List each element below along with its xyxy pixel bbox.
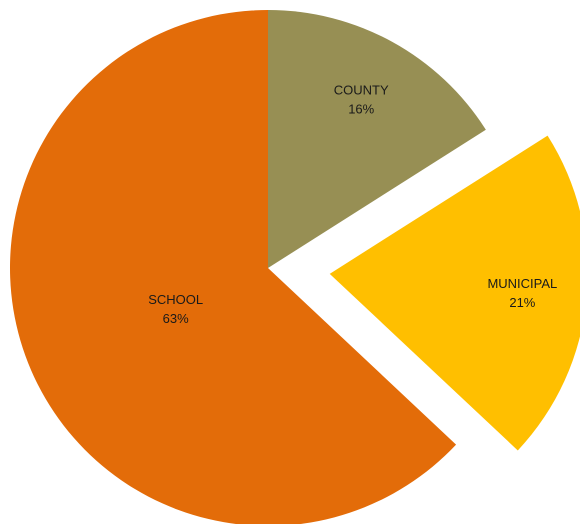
- slice-percent-school: 63%: [163, 311, 189, 326]
- slice-percent-municipal: 21%: [509, 295, 535, 310]
- pie-slice-municipal: [329, 135, 580, 451]
- pie-slice-school: [10, 10, 457, 524]
- slice-label-municipal: MUNICIPAL: [487, 276, 557, 291]
- pie-slice-county: [268, 10, 486, 268]
- slice-label-county: COUNTY: [334, 82, 389, 97]
- slice-label-school: SCHOOL: [148, 292, 203, 307]
- slice-percent-county: 16%: [348, 101, 374, 116]
